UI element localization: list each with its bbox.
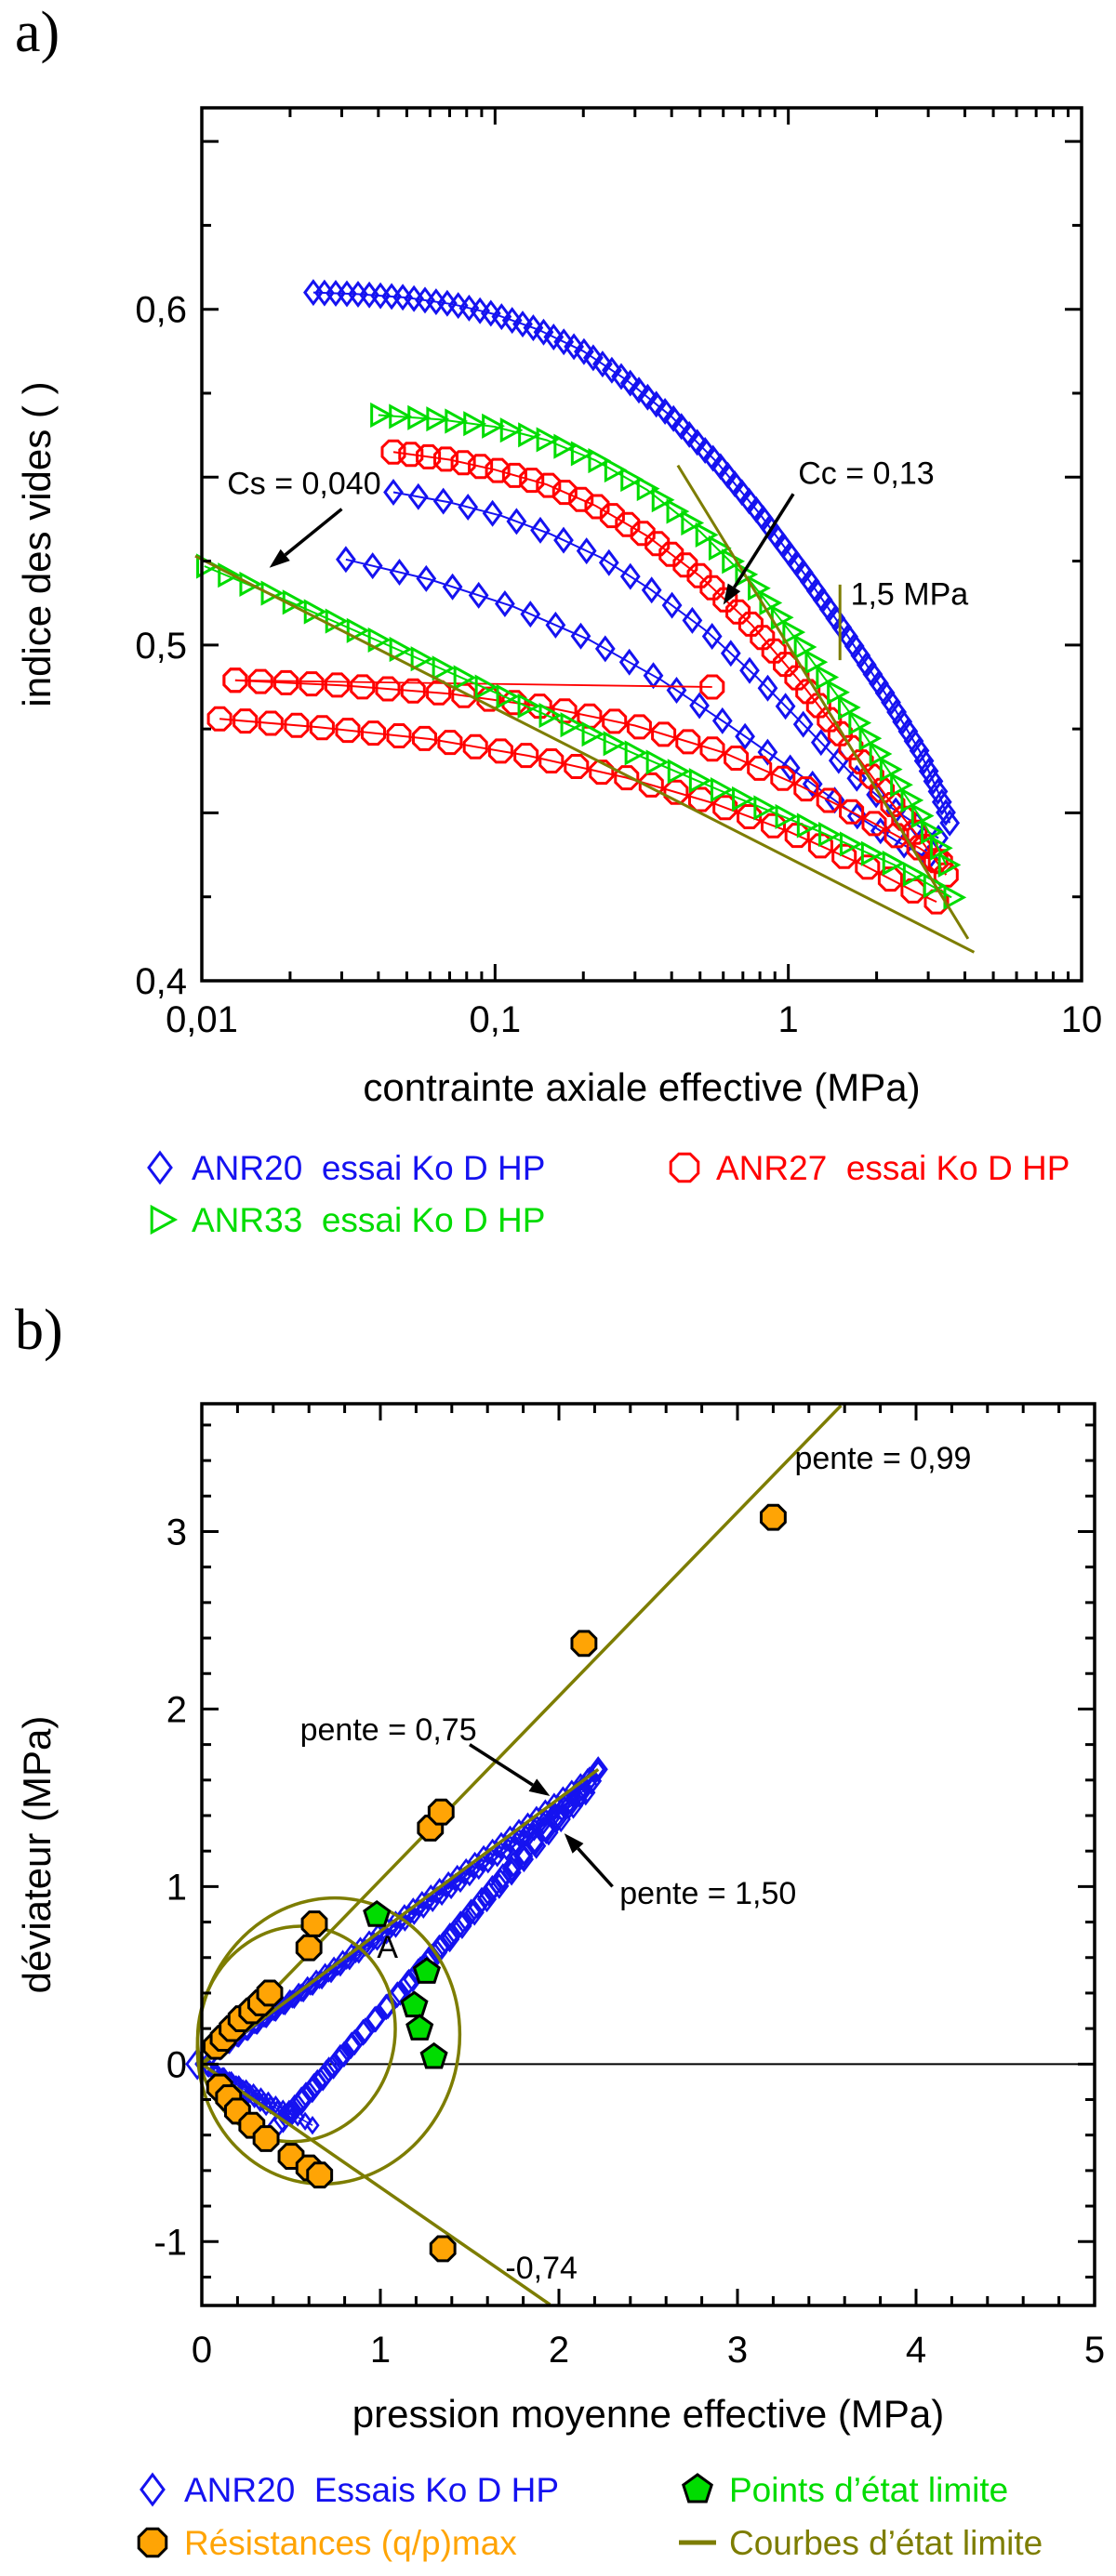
orange-octagon-icon [130, 2520, 175, 2565]
legend-b-limit-points-label: Points d’état limite [729, 2470, 1009, 2509]
legend-b-anr20-label: ANR20 Essais Ko D HP [184, 2470, 560, 2509]
svg-text:0: 0 [192, 2330, 212, 2371]
svg-text:-0,74: -0,74 [505, 2251, 578, 2286]
svg-text:pente = 0,99: pente = 0,99 [794, 1441, 971, 1476]
deviator-vs-mean-pressure-chart: 0 1 2 3 4 5 -1 0 1 2 3 pression moyenne effective (… [15, 1402, 1105, 2436]
legend-b-item-limit-curves: Courbes d’état limite [675, 2518, 1043, 2567]
void-ratio-vs-axial-stress-chart: 0,01 0,1 1 10 0,4 0,5 0,6 contrainte axiale eff… [15, 106, 1103, 1109]
x-axis-title: contrainte axiale effective (MPa) [363, 1065, 920, 1109]
series-anr20 [185, 1756, 608, 2140]
svg-text:1: 1 [370, 2330, 391, 2371]
svg-text:Cs = 0,040: Cs = 0,040 [227, 466, 380, 501]
svg-text:0,1: 0,1 [470, 999, 522, 1040]
axes: 0,01 0,1 1 10 0,4 0,5 0,6 contrainte axiale eff… [15, 106, 1103, 1109]
svg-text:0,01: 0,01 [166, 999, 238, 1040]
y-axis-title: déviateur (MPa) [15, 1716, 59, 1994]
olive-line-icon [675, 2520, 720, 2565]
svg-text:3: 3 [727, 2330, 748, 2371]
svg-text:0,5: 0,5 [135, 626, 187, 667]
blue-diamond-icon [130, 2467, 175, 2512]
legend-a-anr20-label: ANR20 essai Ko D HP [192, 1148, 546, 1187]
svg-text:3: 3 [166, 1512, 187, 1552]
legend-a-item-anr27: ANR27 essai Ko D HP [662, 1143, 1070, 1192]
Cs-slope-line [194, 554, 976, 954]
red-octagon-icon [662, 1145, 707, 1190]
legend-a-item-anr33: ANR33 essai Ko D HP [138, 1196, 545, 1244]
green-triangle-icon [138, 1197, 182, 1242]
svg-text:4: 4 [906, 2330, 926, 2371]
pente--0.74-line [201, 2062, 551, 2306]
legend-b-item-limit-points: Points d’état limite [675, 2465, 1008, 2514]
green-pentagon-icon [675, 2467, 720, 2512]
svg-text:0,6: 0,6 [135, 290, 187, 331]
svg-text:1: 1 [166, 1867, 187, 1908]
pente-0.99-line [200, 1404, 843, 2066]
annotations: Cs = 0,040 Cc = 0,13 1,5 MPa [227, 456, 968, 612]
blue-diamond-icon [138, 1145, 182, 1190]
Cc-slope-line [676, 464, 970, 940]
y-axis-title: indice des vides ( ) [15, 381, 59, 707]
svg-text:1: 1 [778, 999, 799, 1040]
legend-b-limit-curves-label: Courbes d’état limite [729, 2523, 1043, 2562]
svg-text:0,4: 0,4 [135, 961, 187, 1002]
svg-text:Cc = 0,13: Cc = 0,13 [798, 456, 934, 491]
svg-text:pente = 0,75: pente = 0,75 [300, 1712, 477, 1748]
svg-text:2: 2 [549, 2330, 569, 2371]
legend-b-item-anr20: ANR20 Essais Ko D HP [130, 2465, 559, 2514]
legend-a-anr27-label: ANR27 essai Ko D HP [716, 1148, 1070, 1187]
svg-text:A: A [377, 1930, 398, 1965]
annotations: pente = 0,99 pente = 0,75 pente = 1,50 A -0,… [300, 1441, 972, 2286]
legend-a-anr33-label: ANR33 essai Ko D HP [192, 1200, 546, 1239]
panel-a-label: a) [15, 1, 60, 64]
svg-text:pente = 1,50: pente = 1,50 [619, 1876, 796, 1911]
legend-b-resistances-label: Résistances (q/p)max [184, 2523, 517, 2562]
series-anr20 [303, 279, 961, 872]
svg-text:5: 5 [1084, 2330, 1105, 2371]
series-anr33 [196, 402, 967, 910]
x-axis-title: pression moyenne effective (MPa) [352, 2392, 945, 2436]
points-green [363, 1900, 448, 2069]
axes: 0 1 2 3 4 5 -1 0 1 2 3 pression moyenne effective (… [15, 1402, 1105, 2436]
svg-text:1,5 MPa: 1,5 MPa [851, 576, 969, 612]
svg-text:-1: -1 [153, 2222, 187, 2263]
points-orange [202, 1503, 787, 2263]
legend-b-item-resistances: Résistances (q/p)max [130, 2518, 517, 2567]
svg-text:0: 0 [166, 2044, 187, 2085]
panel-b-label: b) [15, 1299, 63, 1362]
svg-text:2: 2 [166, 1689, 187, 1730]
legend-a-item-anr20: ANR20 essai Ko D HP [138, 1143, 545, 1192]
svg-text:10: 10 [1061, 999, 1103, 1040]
